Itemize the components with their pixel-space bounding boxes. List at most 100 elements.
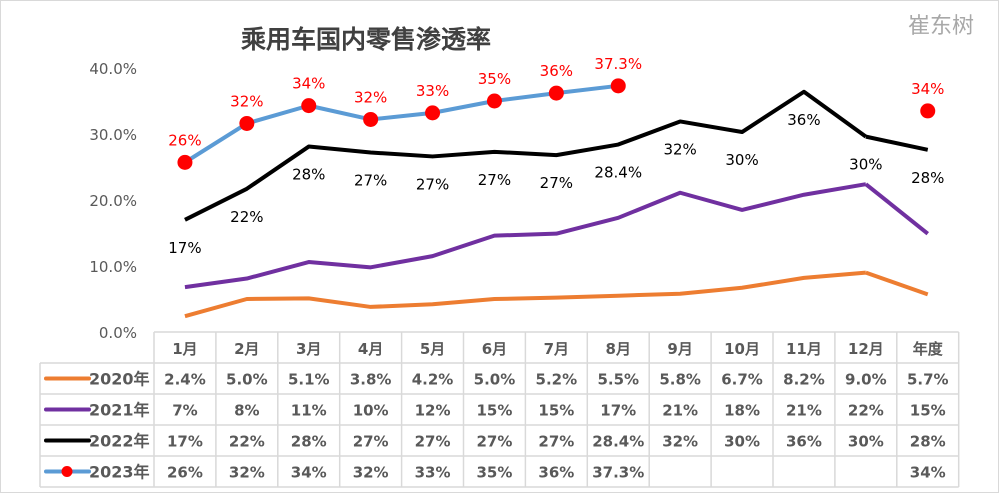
x-category-label: 2月 (234, 340, 259, 358)
table-cell-value: 34% (910, 464, 946, 482)
table-cell-value: 8.2% (783, 371, 825, 389)
chart-title: 乘用车国内零售渗透率 (241, 25, 491, 54)
data-label: 34% (292, 75, 325, 93)
data-point (239, 115, 255, 131)
table-cell-value: 5.7% (907, 371, 949, 389)
y-tick-label: 30.0% (89, 126, 137, 144)
series-line-annual (864, 182, 929, 236)
data-label: 36% (540, 62, 573, 80)
table-cell-value: 8% (234, 402, 259, 420)
x-category-label: 年度 (913, 340, 944, 358)
table-cell-value: 7% (172, 402, 197, 420)
data-point (920, 103, 936, 119)
x-category-label: 6月 (482, 340, 507, 358)
y-tick-label: 40.0% (89, 60, 137, 78)
data-label: 27% (354, 171, 387, 189)
data-label: 33% (416, 82, 449, 100)
data-label: 32% (230, 92, 263, 110)
data-label: 28% (292, 166, 325, 184)
data-label: 22% (230, 208, 263, 226)
table-cell-value: 2.4% (164, 371, 206, 389)
data-label: 34% (911, 80, 944, 98)
legend-label: 2020年 (89, 370, 150, 389)
data-label: 27% (478, 171, 511, 189)
table-cell-value: 5.2% (536, 371, 578, 389)
series-line (184, 89, 868, 222)
data-label: 27% (540, 174, 573, 192)
table-cell-value: 5.8% (659, 371, 701, 389)
legend-label: 2022年 (89, 432, 150, 451)
table-cell-value: 28% (910, 433, 946, 451)
table-cell-value: 30% (724, 433, 760, 451)
table-cell-value: 22% (229, 433, 265, 451)
data-point (548, 85, 564, 101)
table-cell-value: 30% (848, 433, 884, 451)
data-label: 26% (168, 131, 201, 149)
x-category-label: 12月 (848, 340, 884, 358)
table-cell-value: 28% (291, 433, 327, 451)
data-point (486, 93, 502, 109)
table-cell-value: 32% (229, 464, 265, 482)
table-cell-value: 21% (662, 402, 698, 420)
table-cell-value: 27% (415, 433, 451, 451)
table-cell-value: 36% (786, 433, 822, 451)
series-line-annual (865, 270, 929, 297)
table-cell-value: 28.4% (592, 433, 644, 451)
data-point (610, 78, 626, 94)
table-cell-value: 15% (538, 402, 574, 420)
table-cell-value: 17% (600, 402, 636, 420)
data-point (425, 105, 441, 121)
table-cell-value: 15% (476, 402, 512, 420)
table-cell-value: 4.2% (412, 371, 454, 389)
table-cell-value: 32% (353, 464, 389, 482)
data-label: 27% (416, 175, 449, 193)
x-category-label: 7月 (544, 340, 569, 358)
x-category-label: 4月 (358, 340, 383, 358)
legend-marker (61, 466, 73, 477)
table-cell-value: 6.7% (721, 371, 763, 389)
table-cell-value: 33% (415, 464, 451, 482)
legend-label: 2021年 (89, 401, 150, 420)
data-label: 35% (478, 70, 511, 88)
table-cell-value: 27% (476, 433, 512, 451)
table-cell-value: 18% (724, 402, 760, 420)
data-label: 36% (787, 111, 820, 129)
table-cell-value: 32% (662, 433, 698, 451)
x-category-label: 1月 (172, 340, 197, 358)
y-tick-label: 20.0% (89, 192, 137, 210)
series-line (184, 270, 867, 319)
table-cell-value: 17% (167, 433, 203, 451)
x-category-label: 9月 (667, 340, 692, 358)
y-tick-label: 0.0% (99, 324, 137, 342)
table-cell-value: 27% (353, 433, 389, 451)
data-label: 32% (663, 140, 696, 158)
table-cell-value: 22% (848, 402, 884, 420)
table-cell-value: 37.3% (592, 464, 644, 482)
watermark: 崔东树 (908, 14, 974, 39)
x-category-label: 11月 (786, 340, 822, 358)
data-label: 30% (725, 151, 758, 169)
x-category-label: 10月 (724, 340, 760, 358)
x-category-label: 3月 (296, 340, 321, 358)
data-label: 30% (849, 156, 882, 174)
table-cell-value: 35% (476, 464, 512, 482)
table-cell-value: 5.0% (226, 371, 268, 389)
table-cell-value: 5.1% (288, 371, 330, 389)
data-point (363, 111, 379, 127)
table-cell-value: 26% (167, 464, 203, 482)
x-category-label: 8月 (606, 340, 631, 358)
y-tick-label: 10.0% (89, 258, 137, 276)
data-label: 32% (354, 88, 387, 106)
table-cell-value: 3.8% (350, 371, 392, 389)
table-cell-value: 36% (538, 464, 574, 482)
table-cell-value: 9.0% (845, 371, 887, 389)
series-line-annual (865, 134, 929, 152)
data-label: 37.3% (594, 55, 642, 73)
x-category-label: 5月 (420, 340, 445, 358)
series-line (184, 182, 867, 290)
table-cell-value: 21% (786, 402, 822, 420)
data-label: 17% (168, 239, 201, 257)
legend-label: 2023年 (89, 463, 150, 482)
